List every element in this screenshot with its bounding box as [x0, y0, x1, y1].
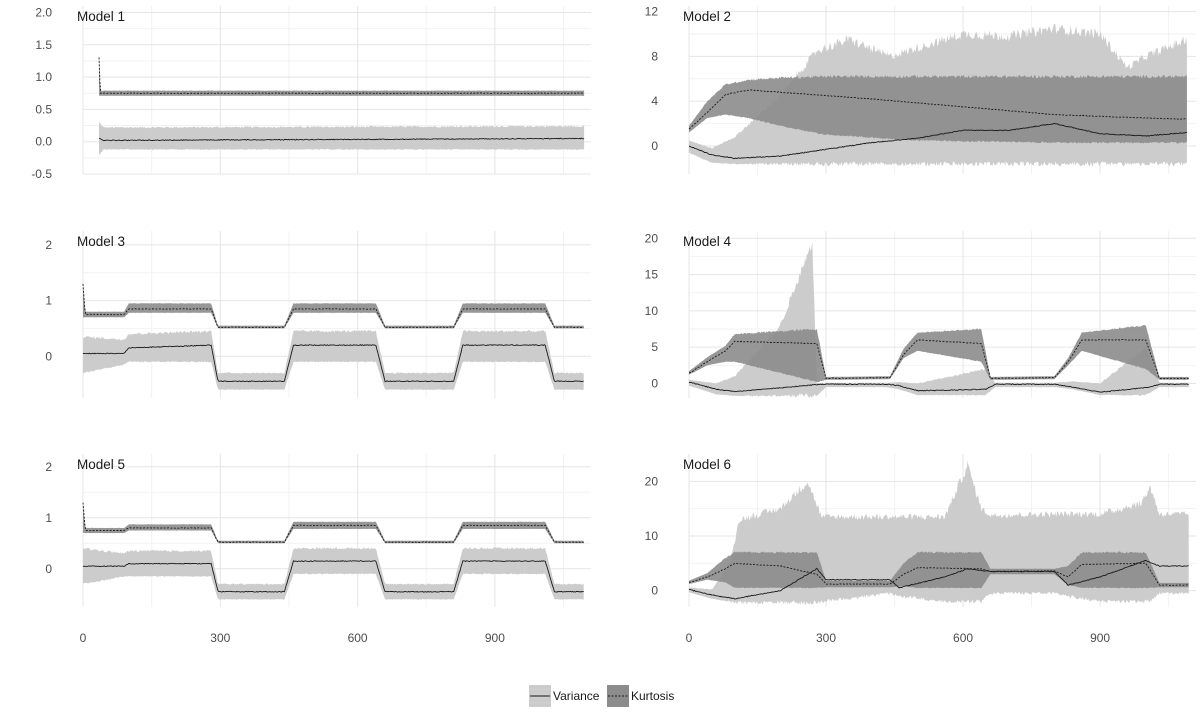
y-tick-label: 5 [651, 340, 658, 354]
y-tick-label: 15 [645, 268, 659, 282]
x-tick-label: 900 [485, 631, 505, 645]
y-tick-label: 2 [45, 460, 52, 474]
kurtosis-line [98, 57, 585, 95]
legend-item-kurtosis: Kurtosis [607, 685, 674, 707]
kurtosis-band [83, 284, 584, 329]
y-tick-label: 1.5 [35, 38, 52, 52]
panel-title: Model 1 [77, 9, 125, 24]
y-tick-label: 1 [45, 511, 52, 525]
kurtosis-band [99, 57, 585, 96]
y-tick-label: 1 [45, 294, 52, 308]
legend: Variance Kurtosis [529, 685, 674, 707]
y-tick-label: 0 [651, 584, 658, 598]
y-tick-label: 10 [645, 529, 659, 543]
legend-label: Kurtosis [631, 689, 674, 703]
kurtosis-line [82, 502, 584, 544]
y-tick-label: -0.5 [31, 167, 52, 181]
variance-line [98, 137, 585, 142]
variance-line [82, 560, 584, 593]
y-tick-label: 10 [645, 304, 659, 318]
variance-line [688, 381, 1189, 393]
legend-item-variance: Variance [529, 685, 600, 707]
y-tick-label: 0 [45, 562, 52, 576]
y-tick-label: 0.5 [35, 102, 52, 116]
panel-3: 0 1 2 Model 3 [45, 231, 591, 398]
kurtosis-band [83, 502, 584, 544]
legend-label: Variance [553, 689, 600, 703]
y-tick-label: 2.0 [35, 5, 52, 19]
kurtosis-line [688, 89, 1187, 130]
y-tick-label: 20 [645, 474, 659, 488]
variance-line [688, 122, 1187, 160]
variance-line [82, 344, 584, 383]
y-tick-label: 0 [651, 376, 658, 390]
panel-title: Model 3 [77, 234, 125, 249]
y-tick-label: 20 [645, 231, 659, 245]
variance-band [83, 547, 584, 600]
x-tick-label: 0 [686, 631, 693, 645]
y-tick-label: 8 [651, 49, 658, 63]
gridlines [82, 6, 591, 175]
x-tick-label: 300 [210, 631, 230, 645]
x-tick-label: 0 [80, 631, 87, 645]
kurtosis-line [688, 339, 1189, 380]
kurtosis-band [689, 74, 1187, 144]
y-tick-label: 0 [45, 349, 52, 363]
panel-title: Model 6 [683, 457, 731, 472]
y-tick-label: 2 [45, 238, 52, 252]
kurtosis-band [689, 551, 1189, 589]
y-tick-label: 4 [651, 94, 658, 108]
variance-band [689, 241, 1189, 399]
panel-title: Model 2 [683, 9, 731, 24]
panel-title: Model 5 [77, 457, 125, 472]
x-tick-label: 300 [816, 631, 836, 645]
variance-line [688, 560, 1189, 600]
x-tick-label: 900 [1090, 631, 1110, 645]
x-tick-label: 600 [348, 631, 368, 645]
panel-1: -0.5 0.0 0.5 1.0 1.5 2.0 Model 1 [31, 5, 591, 181]
variance-band [83, 330, 584, 390]
panel-6: 0 10 20 0 300 600 900 Model 6 [645, 454, 1196, 645]
kurtosis-band [689, 325, 1189, 383]
y-tick-label: 1.0 [35, 70, 52, 84]
y-tick-label: 0.0 [35, 135, 52, 149]
y-tick-label: 0 [651, 139, 658, 153]
panel-4: 0 5 10 15 20 Model 4 [645, 231, 1196, 399]
panel-2: 0 4 8 12 Model 2 [645, 5, 1196, 174]
kurtosis-line [82, 283, 584, 329]
legend-key [607, 685, 629, 707]
y-tick-label: 12 [645, 5, 659, 19]
gridlines [82, 231, 591, 398]
variance-band [99, 121, 585, 155]
x-tick-label: 600 [953, 631, 973, 645]
panel-title: Model 4 [683, 234, 732, 249]
panel-5: 0 1 2 0 300 600 900 Model 5 [45, 454, 591, 645]
